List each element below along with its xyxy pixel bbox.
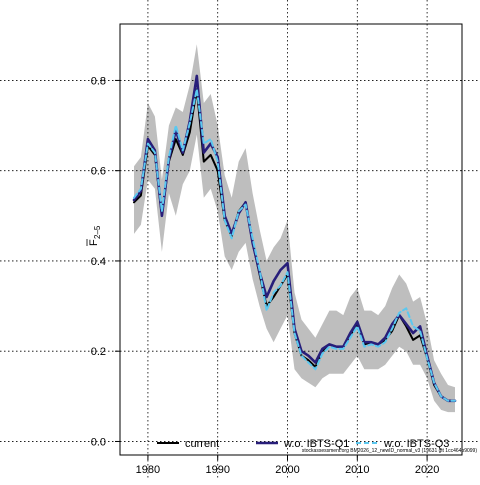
x-tick-label: 1980 — [136, 464, 160, 476]
plot-frame — [119, 23, 463, 456]
x-tick-label: 1990 — [205, 464, 229, 476]
series-layer — [132, 74, 457, 403]
series-line — [133, 88, 456, 402]
axis-layer: 1980 1990 2000 2010 2020 0.0 0.2 0.4 0.6 0.8 — [91, 75, 440, 476]
legend-label: current — [185, 438, 219, 450]
y-axis-label-subscript: 2–5 — [93, 225, 102, 239]
y-tick-label: 0.4 — [91, 256, 106, 268]
y-axis-label: F 2–5 — [86, 225, 102, 246]
legend-label: w.o. IBTS-Q1 — [283, 438, 349, 450]
x-tick-label: 2000 — [275, 464, 299, 476]
x-tick-label: 2020 — [415, 464, 439, 476]
x-tick-label: 2010 — [345, 464, 369, 476]
legend: current w.o. IBTS-Q1 w.o. IBTS-Q3 — [157, 438, 449, 450]
y-tick-label: 0.8 — [91, 75, 106, 87]
y-axis-label-main: F — [88, 239, 100, 246]
y-tick-label: 0.2 — [91, 346, 106, 358]
footnote: stockassessment.org BM2026_12_newID_norm… — [302, 448, 477, 454]
legend-label: w.o. IBTS-Q3 — [383, 438, 449, 450]
y-tick-label: 0.6 — [91, 166, 106, 178]
confidence-band — [134, 44, 455, 413]
confidence-band-layer — [134, 44, 455, 413]
y-tick-label: 0.0 — [91, 436, 106, 448]
